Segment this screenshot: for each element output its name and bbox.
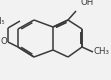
Text: OH: OH (80, 0, 93, 7)
Text: C₂H₅: C₂H₅ (0, 18, 5, 26)
Text: CH₃: CH₃ (93, 48, 109, 56)
Text: O: O (0, 38, 7, 46)
